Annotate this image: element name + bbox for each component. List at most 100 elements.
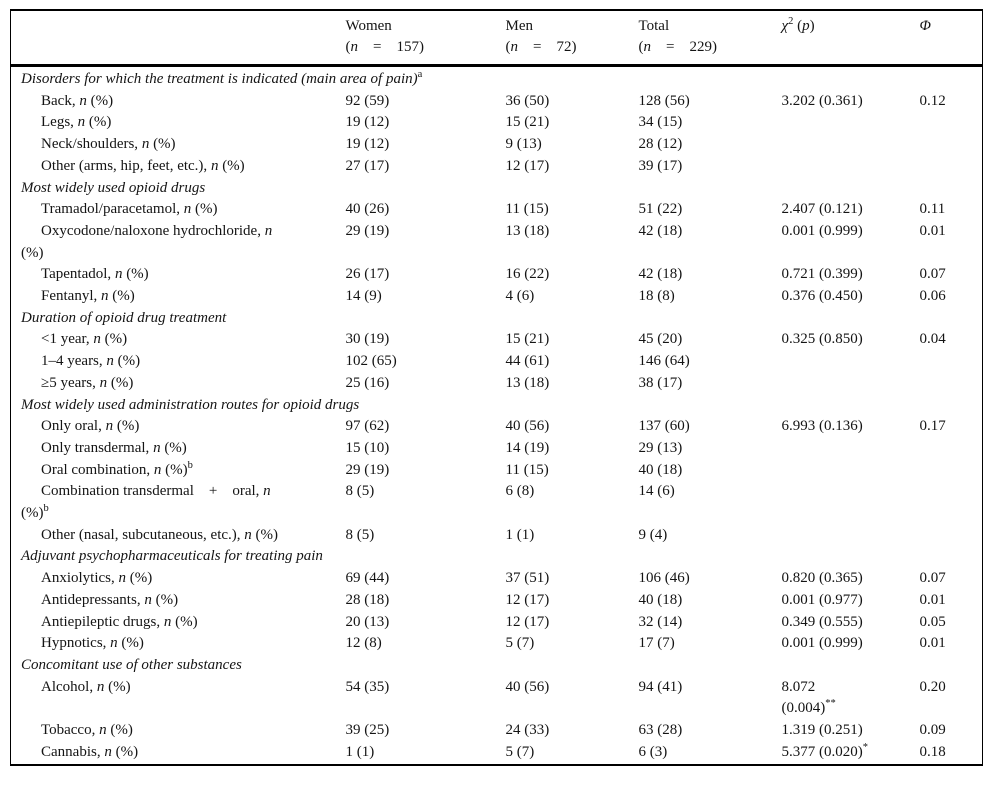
cell-women: 25 (16) bbox=[345, 374, 390, 391]
row-label: 1–4 years, n (%) bbox=[41, 353, 141, 370]
cell-chi-square: 6.993 (0.136) bbox=[781, 418, 863, 435]
cell-phi: 0.09 bbox=[919, 722, 946, 739]
cell-phi: 0.18 bbox=[919, 743, 946, 760]
cell-women: 29 (19) bbox=[345, 222, 390, 239]
cell-women: 102 (65) bbox=[345, 353, 397, 370]
col-header-chi-square: χ2 (p) bbox=[781, 10, 920, 67]
cell-phi: 0.05 bbox=[919, 613, 946, 630]
table-row: Tapentadol, n (%) 26 (17) 16 (22) 42 (18) 0.… bbox=[11, 264, 983, 286]
section-header: Most widely used opioid drugs bbox=[21, 179, 206, 196]
cell-phi bbox=[920, 156, 983, 178]
cell-chi-square: 1.319 (0.251) bbox=[781, 722, 863, 739]
cell-chi-square bbox=[782, 373, 920, 395]
cell-phi: 0.01 bbox=[919, 222, 946, 239]
cell-chi-square bbox=[782, 351, 920, 373]
col-header-women-n: (n = 157) bbox=[345, 39, 424, 55]
row-label: Antiepileptic drugs, n (%) bbox=[41, 613, 198, 630]
cell-total: 42 (18) bbox=[638, 222, 683, 239]
cell-women: 12 (8) bbox=[345, 635, 382, 652]
cell-total: 18 (8) bbox=[638, 288, 675, 305]
col-header-chi-square-title: χ2 (p) bbox=[781, 16, 815, 34]
cell-phi: 0.01 bbox=[919, 635, 946, 652]
col-header-men-title: Men bbox=[505, 18, 534, 34]
row-label: Tramadol/paracetamol, n (%) bbox=[41, 201, 218, 218]
table-row: ≥5 years, n (%) 25 (16) 13 (18) 38 (17) bbox=[11, 373, 983, 395]
cell-men: 5 (7) bbox=[505, 743, 535, 760]
row-label: Combination transdermal + oral, n (%)b bbox=[21, 483, 271, 522]
cell-women: 29 (19) bbox=[345, 461, 390, 478]
cell-women: 27 (17) bbox=[345, 157, 390, 174]
col-header-total-title: Total bbox=[638, 18, 670, 34]
cell-chi-square: 0.820 (0.365) bbox=[781, 570, 863, 587]
cell-chi-square: 0.721 (0.399) bbox=[781, 266, 863, 283]
cell-men: 16 (22) bbox=[505, 266, 550, 283]
cell-total: 29 (13) bbox=[638, 439, 683, 456]
section-row: Disorders for which the treatment is ind… bbox=[11, 66, 983, 91]
row-label: Tobacco, n (%) bbox=[41, 722, 133, 739]
table-row: Only transdermal, n (%) 15 (10) 14 (19) 29 … bbox=[11, 438, 983, 460]
cell-women: 39 (25) bbox=[345, 722, 390, 739]
col-header-total-n: (n = 229) bbox=[638, 39, 717, 55]
table-row: Other (nasal, subcutaneous, etc.), n (%)… bbox=[11, 525, 983, 547]
cell-total: 14 (6) bbox=[638, 483, 675, 500]
cell-total: 40 (18) bbox=[638, 591, 683, 608]
table-row: Antidepressants, n (%) 28 (18) 12 (17) 40 (… bbox=[11, 590, 983, 612]
cell-women: 69 (44) bbox=[345, 570, 390, 587]
row-label: Other (arms, hip, feet, etc.), n (%) bbox=[41, 157, 245, 174]
cell-chi-square: 0.001 (0.999) bbox=[781, 222, 863, 239]
cell-women: 8 (5) bbox=[345, 483, 375, 500]
cell-phi: 0.07 bbox=[919, 266, 946, 283]
row-label: Oral combination, n (%)b bbox=[41, 459, 193, 478]
col-header-phi-title: Φ bbox=[919, 18, 931, 34]
col-header-men: Men (n = 72) bbox=[505, 10, 639, 67]
row-label: Cannabis, n (%) bbox=[41, 743, 139, 760]
cell-total: 128 (56) bbox=[638, 92, 690, 109]
cell-phi bbox=[920, 525, 983, 547]
table-row: Back, n (%) 92 (59) 36 (50) 128 (56) 3.202 (… bbox=[11, 91, 983, 113]
row-label: Fentanyl, n (%) bbox=[41, 288, 135, 305]
cell-phi bbox=[920, 438, 983, 460]
cell-total: 38 (17) bbox=[638, 374, 683, 391]
cell-women: 15 (10) bbox=[345, 439, 390, 456]
cell-phi bbox=[920, 351, 983, 373]
cell-phi: 0.12 bbox=[919, 92, 946, 109]
table-row: Hypnotics, n (%) 12 (8) 5 (7) 17 (7) 0.001 (… bbox=[11, 633, 983, 655]
table-row: Antiepileptic drugs, n (%) 20 (13) 12 (17)… bbox=[11, 612, 983, 634]
section-row: Most widely used administration routes f… bbox=[11, 395, 983, 417]
cell-chi-square: 2.407 (0.121) bbox=[781, 201, 863, 218]
cell-phi: 0.01 bbox=[919, 591, 946, 608]
cell-chi-square: 8.072 (0.004)** bbox=[781, 678, 836, 717]
cell-women: 97 (62) bbox=[345, 418, 390, 435]
section-row: Duration of opioid drug treatment bbox=[11, 308, 983, 330]
cell-phi: 0.04 bbox=[919, 331, 946, 348]
cell-men: 9 (13) bbox=[505, 136, 542, 153]
row-label: Back, n (%) bbox=[41, 92, 114, 109]
cell-chi-square bbox=[782, 112, 920, 134]
cell-total: 51 (22) bbox=[638, 201, 683, 218]
row-label: Neck/shoulders, n (%) bbox=[41, 136, 176, 153]
statistics-table: Women (n = 157) Men (n = 72) Total (n = … bbox=[10, 9, 983, 766]
section-row: Most widely used opioid drugs bbox=[11, 178, 983, 200]
table-row: Other (arms, hip, feet, etc.), n (%) 27 (… bbox=[11, 156, 983, 178]
row-label: Antidepressants, n (%) bbox=[41, 591, 179, 608]
cell-total: 137 (60) bbox=[638, 418, 690, 435]
cell-women: 28 (18) bbox=[345, 591, 390, 608]
cell-total: 9 (4) bbox=[638, 526, 668, 543]
cell-women: 1 (1) bbox=[345, 743, 375, 760]
cell-total: 32 (14) bbox=[638, 613, 683, 630]
row-label: <1 year, n (%) bbox=[41, 331, 128, 348]
cell-women: 19 (12) bbox=[345, 136, 390, 153]
table-header: Women (n = 157) Men (n = 72) Total (n = … bbox=[10, 10, 983, 67]
cell-total: 42 (18) bbox=[638, 266, 683, 283]
row-label: Tapentadol, n (%) bbox=[41, 266, 149, 283]
cell-men: 12 (17) bbox=[505, 591, 550, 608]
cell-total: 40 (18) bbox=[638, 461, 683, 478]
cell-chi-square: 0.001 (0.977) bbox=[781, 591, 863, 608]
table-row: 1–4 years, n (%) 102 (65) 44 (61) 146 (64) bbox=[11, 351, 983, 373]
cell-women: 19 (12) bbox=[345, 114, 390, 131]
section-header: Duration of opioid drug treatment bbox=[21, 309, 227, 326]
cell-total: 28 (12) bbox=[638, 136, 683, 153]
cell-phi bbox=[920, 460, 983, 482]
table-row: Legs, n (%) 19 (12) 15 (21) 34 (15) bbox=[11, 112, 983, 134]
